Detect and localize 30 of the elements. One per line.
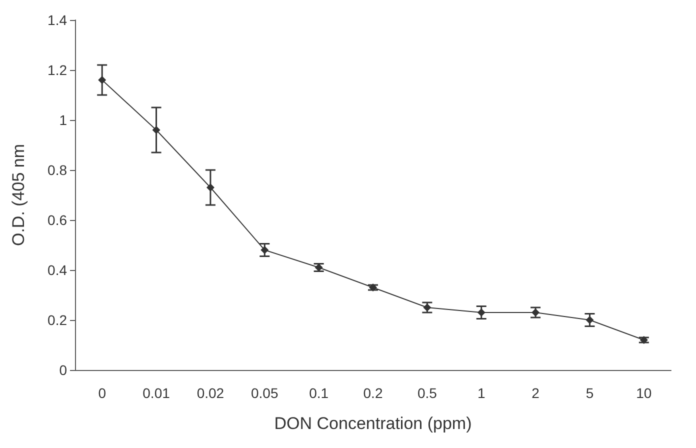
x-tick-label: 0.01 — [142, 385, 170, 401]
y-tick-label: 0.4 — [48, 262, 68, 278]
y-tick-label: 0.8 — [48, 162, 68, 178]
x-tick-label: 0.5 — [417, 385, 438, 401]
x-tick-label: 0.05 — [251, 385, 278, 401]
y-tick-label: 1.2 — [48, 62, 68, 78]
x-tick-label: 0 — [98, 385, 106, 401]
y-tick-label: 1.4 — [48, 12, 68, 28]
y-axis-title: O.D. (405 nm — [9, 144, 28, 246]
point — [477, 308, 486, 316]
y-tick-label: 0.6 — [48, 212, 68, 228]
y-tick-label: 0.2 — [48, 312, 68, 328]
y-tick-label: 1 — [59, 112, 68, 128]
x-tick-label: 10 — [636, 385, 652, 401]
x-tick-label: 1 — [477, 385, 486, 401]
point — [206, 184, 214, 192]
point — [260, 246, 269, 254]
point — [640, 336, 648, 344]
point — [152, 126, 160, 134]
x-tick-label: 0.02 — [196, 385, 224, 401]
point — [98, 76, 106, 84]
x-tick-label: 2 — [532, 385, 540, 401]
x-tick-label: 5 — [586, 385, 594, 401]
point — [369, 284, 377, 292]
x-axis-title: DON Concentration (ppm) — [274, 414, 472, 433]
x-tick-label: 0.1 — [309, 385, 329, 401]
y-tick-label: 0 — [59, 362, 68, 378]
point — [586, 316, 594, 324]
point — [314, 264, 323, 272]
x-tick-label: 0.2 — [363, 385, 383, 401]
